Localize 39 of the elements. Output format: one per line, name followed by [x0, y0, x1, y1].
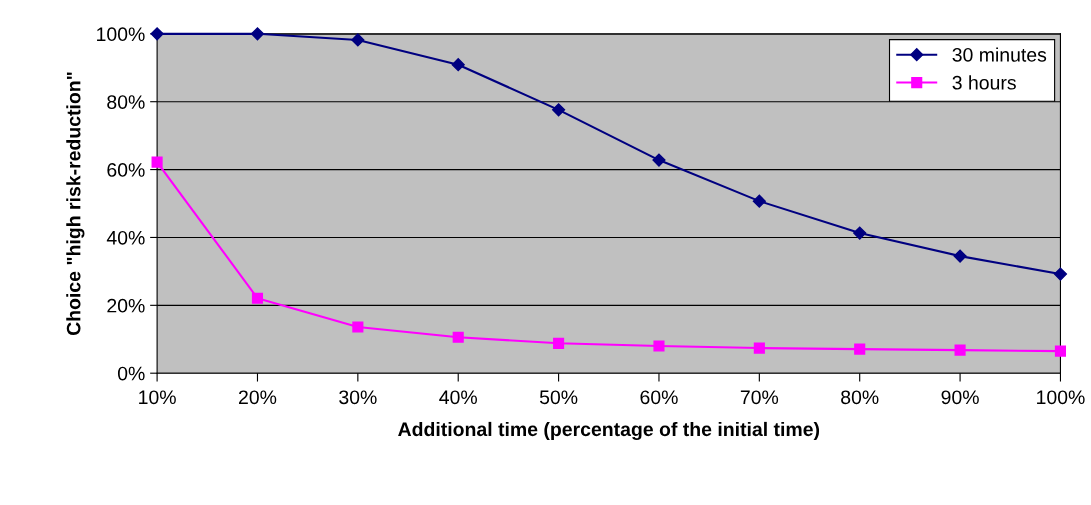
y-axis-title: Choice "high risk-reduction"	[66, 72, 85, 336]
point	[752, 194, 766, 208]
x-tick-label: 100%	[1037, 390, 1085, 405]
legend-label: 3 hours	[952, 75, 1016, 90]
x-axis-title: Additional time (percentage of the initial time)	[398, 421, 820, 441]
legend-label: 30 minutes	[952, 47, 1047, 62]
point	[753, 342, 765, 354]
point	[352, 321, 364, 333]
point	[1053, 267, 1068, 281]
y-tick-label: 60%	[107, 163, 145, 177]
x-tick-label: 70%	[740, 390, 779, 405]
y-tick-label: 40%	[106, 230, 145, 245]
point	[954, 344, 966, 356]
point	[150, 27, 164, 41]
point	[552, 103, 566, 117]
point	[853, 226, 867, 240]
x-tick-label: 90%	[941, 390, 979, 405]
point	[451, 58, 465, 72]
y-tick-label: 100%	[97, 27, 145, 42]
point	[652, 153, 666, 167]
x-tick-label: 50%	[539, 390, 578, 405]
x-tick-label: 80%	[841, 390, 879, 405]
point	[854, 343, 866, 355]
y-tick-label: 20%	[107, 298, 145, 313]
point	[251, 292, 264, 304]
y-tick-label: 80%	[107, 95, 145, 109]
x-tick-label: 10%	[139, 390, 176, 405]
point	[351, 33, 365, 47]
x-tick-label: 20%	[239, 390, 277, 405]
y-tick-label: 0%	[117, 366, 145, 381]
point	[653, 340, 665, 352]
x-tick-label: 30%	[339, 390, 377, 405]
point	[250, 27, 265, 41]
x-tick-label: 40%	[439, 390, 477, 405]
point	[553, 337, 565, 349]
x-tick-label: 60%	[640, 390, 678, 405]
point	[452, 331, 464, 343]
point	[953, 249, 967, 263]
point	[1054, 345, 1067, 357]
